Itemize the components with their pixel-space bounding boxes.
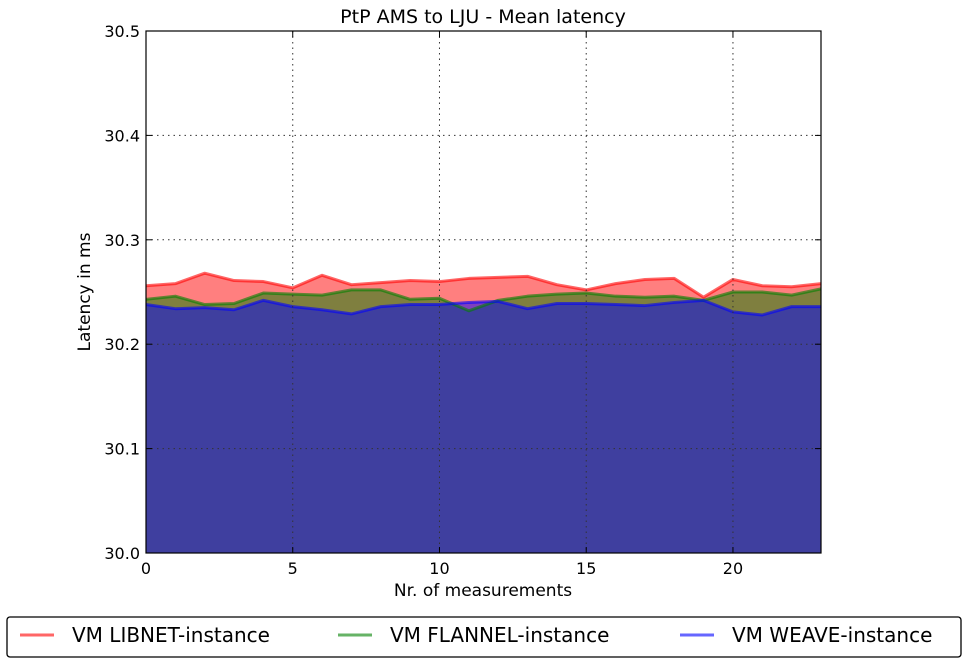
series-areas — [146, 273, 821, 553]
x-tick-label-2: 10 — [429, 559, 449, 578]
series-line-2 — [145, 298, 821, 317]
y-tick-label-2: 30.2 — [104, 335, 140, 354]
legend-label-2: VM WEAVE-instance — [732, 623, 932, 647]
legend-label-1: VM FLANNEL-instance — [390, 623, 609, 647]
y-tick-label-3: 30.3 — [104, 231, 140, 250]
legend-frame — [6, 616, 962, 658]
plot-frame — [145, 30, 822, 554]
y-axis-ticks: 30.0 30.1 30.2 30.3 30.4 30.5 — [104, 22, 821, 563]
y-tick-label-1: 30.1 — [104, 440, 140, 459]
y-tick-label-4: 30.4 — [104, 126, 140, 145]
x-tick-label-3: 15 — [576, 559, 596, 578]
grid-lines — [146, 31, 821, 553]
x-axis-label: Nr. of measurements — [394, 581, 572, 601]
y-tick-label-0: 30.0 — [104, 544, 140, 563]
x-tick-label-4: 20 — [723, 559, 743, 578]
series-line-1 — [145, 287, 822, 313]
legend-label-0: VM LIBNET-instance — [72, 623, 270, 647]
series-line-0 — [145, 271, 822, 299]
x-tick-label-1: 5 — [288, 559, 298, 578]
series-lines — [145, 271, 822, 317]
y-tick-label-5: 30.5 — [104, 22, 140, 41]
series-area-2 — [146, 300, 821, 553]
y-axis-label: Latency in ms — [75, 232, 95, 351]
chart-title: PtP AMS to LJU - Mean latency — [340, 6, 626, 28]
x-tick-label-0: 0 — [141, 559, 151, 578]
x-axis-ticks: 0 5 10 15 20 — [141, 31, 743, 578]
legend: VM LIBNET-instance VM FLANNEL-instance VM … — [6, 616, 962, 658]
